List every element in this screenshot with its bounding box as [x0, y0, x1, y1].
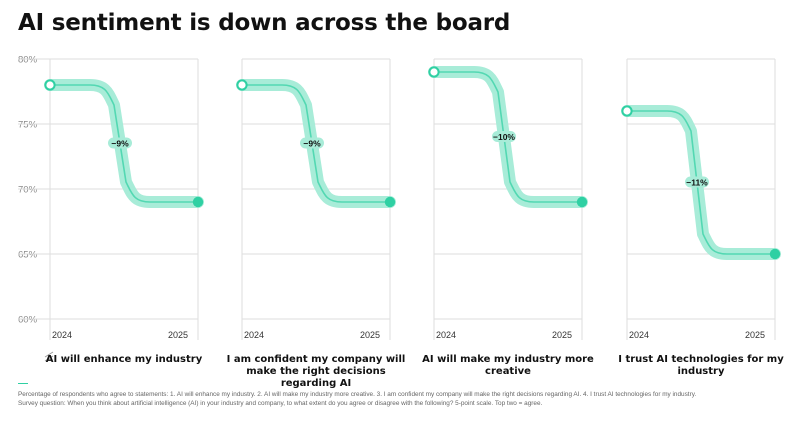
axis-break-mark [44, 355, 54, 362]
end-point-2025 [192, 196, 204, 208]
y-tick-label: 60% [18, 315, 38, 326]
start-point-2024 [621, 105, 633, 117]
start-point-2024 [428, 66, 440, 78]
x-tick-label: 2024 [629, 330, 649, 340]
end-point-2025 [384, 196, 396, 208]
change-label: −10% [493, 132, 515, 142]
change-label: −11% [686, 178, 708, 188]
change-label-pill [300, 137, 324, 149]
panel-caption: AI will enhance my industry [45, 354, 203, 365]
change-label-pill [685, 176, 709, 188]
x-tick-label: 2025 [552, 330, 572, 340]
panel-caption: I am confident my company will make the … [226, 354, 406, 389]
end-point-2025 [576, 196, 588, 208]
start-point-2024 [44, 79, 56, 91]
end-point-2025 [769, 248, 781, 260]
change-label: −9% [303, 139, 321, 149]
x-tick-label: 2024 [52, 330, 72, 340]
axis-break-mark [44, 351, 54, 358]
y-tick-label: 75% [18, 120, 38, 131]
chart-title: AI sentiment is down across the board [18, 10, 511, 36]
panel-caption: AI will make my industry more creative [422, 354, 594, 377]
footnote-line-1: Percentage of respondents who agree to s… [18, 391, 697, 398]
change-label-pill [492, 131, 516, 142]
footnote: Percentage of respondents who agree to s… [18, 391, 788, 408]
panel-caption: I trust AI technologies for my industry [618, 354, 784, 377]
y-tick-label: 65% [18, 250, 38, 261]
y-tick-label: 80% [18, 55, 38, 66]
footnote-line-2: Survey question: When you think about ar… [18, 399, 543, 407]
change-label-pill [108, 137, 132, 149]
footer-accent-rule [18, 383, 28, 384]
x-tick-label: 2025 [360, 330, 380, 340]
x-tick-label: 2024 [436, 330, 456, 340]
y-tick-label: 70% [18, 185, 38, 196]
change-label: −9% [111, 139, 129, 149]
start-point-2024 [236, 79, 248, 91]
x-tick-label: 2025 [168, 330, 188, 340]
x-tick-label: 2024 [244, 330, 264, 340]
x-tick-label: 2025 [745, 330, 765, 340]
